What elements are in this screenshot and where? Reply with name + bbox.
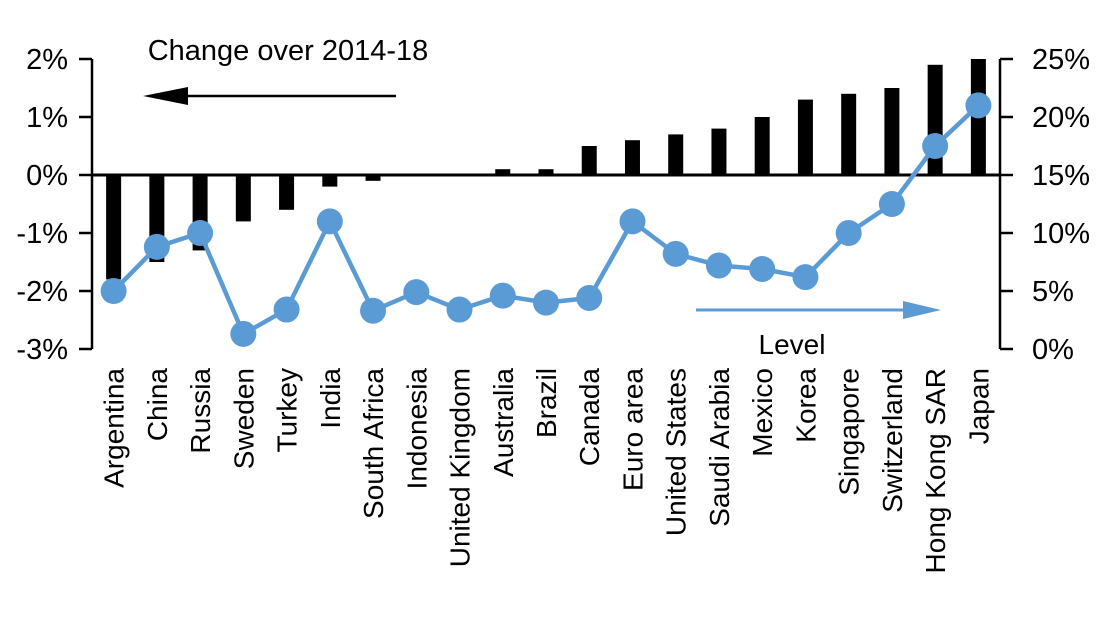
bar-south-africa	[365, 175, 381, 181]
marker-japan	[965, 92, 992, 119]
bar-korea	[797, 99, 813, 175]
category-label-south-africa: South Africa	[358, 368, 389, 519]
marker-indonesia	[403, 279, 430, 306]
left-axis-tick-label: -2%	[16, 276, 68, 308]
bar-india	[322, 175, 338, 187]
marker-russia	[187, 220, 214, 246]
category-label-canada: Canada	[574, 368, 605, 467]
category-label-korea: Korea	[790, 368, 821, 443]
category-label-indonesia: Indonesia	[401, 368, 432, 490]
bar-mexico	[754, 117, 770, 175]
bar-turkey	[279, 175, 295, 210]
marker-mexico	[749, 255, 776, 282]
marker-australia	[489, 282, 516, 309]
right-axis-tick-label: 25%	[1032, 44, 1090, 76]
category-label-singapore: Singapore	[834, 368, 865, 496]
marker-singapore	[835, 220, 862, 246]
axes-layer: 2% 1% 0% -1% -2% -3% 25% 20% 15% 10% 5% 0%	[16, 44, 1090, 366]
category-label-hong-kong-sar: Hong Kong SAR	[920, 368, 951, 573]
bar-singapore	[841, 93, 857, 175]
category-label-china: China	[142, 368, 173, 442]
category-label-brazil: Brazil	[531, 368, 562, 438]
left-axis-tick-label: 1%	[26, 102, 68, 134]
left-axis-tick-label: -1%	[16, 218, 68, 250]
line-series-layer	[100, 92, 992, 347]
left-arrow-icon	[143, 87, 396, 105]
bar-saudi-arabia	[711, 128, 727, 175]
marker-brazil	[533, 289, 559, 316]
marker-sweden	[230, 320, 257, 347]
left-arrow-head	[143, 87, 188, 105]
marker-china	[143, 233, 170, 260]
marker-turkey	[273, 296, 300, 323]
left-axis-tick-label: 0%	[26, 160, 68, 192]
bar-united-states	[668, 134, 684, 175]
category-label-switzerland: Switzerland	[877, 368, 908, 513]
bar-series-layer	[106, 59, 986, 280]
marker-saudi-arabia	[705, 252, 732, 279]
category-label-euro-area: Euro area	[617, 368, 648, 491]
bar-euro-area	[624, 140, 640, 175]
bar-sweden	[235, 175, 251, 222]
bar-brazil	[538, 169, 554, 175]
category-label-india: India	[315, 368, 346, 429]
category-label-argentina: Argentina	[99, 368, 130, 488]
marker-united-states	[662, 240, 689, 267]
bar-switzerland	[884, 88, 900, 175]
right-arrow-head	[903, 301, 941, 319]
bar-canada	[581, 146, 597, 175]
marker-hong-kong-sar	[922, 133, 949, 159]
left-axis-tick-label: -3%	[16, 334, 68, 366]
category-label-united-kingdom: United Kingdom	[445, 368, 476, 567]
category-label-sweden: Sweden	[228, 368, 259, 469]
bar-australia	[495, 169, 511, 175]
marker-canada	[576, 284, 603, 311]
bar-argentina	[106, 175, 122, 280]
right-axis-tick-label: 20%	[1032, 102, 1090, 134]
category-label-united-states: United States	[661, 368, 692, 536]
category-label-russia: Russia	[185, 368, 216, 454]
marker-india	[316, 208, 343, 235]
category-label-australia: Australia	[488, 368, 519, 477]
right-axis-tick-label: 0%	[1032, 334, 1074, 366]
right-arrow-icon	[696, 301, 941, 319]
marker-united-kingdom	[446, 296, 473, 323]
right-axis-tick-label: 5%	[1032, 276, 1074, 308]
category-labels-layer: Argentina China Russia Sweden Turkey India Sou…	[99, 368, 995, 574]
marker-south-africa	[360, 297, 387, 324]
right-axis-tick-label: 10%	[1032, 218, 1090, 250]
marker-korea	[792, 264, 819, 291]
left-axis-tick-label: 2%	[26, 44, 68, 76]
category-label-mexico: Mexico	[747, 368, 778, 457]
line-series-label: Level	[759, 329, 826, 360]
marker-euro-area	[619, 208, 646, 235]
category-label-turkey: Turkey	[272, 368, 303, 453]
marker-switzerland	[878, 191, 905, 217]
category-label-saudi-arabia: Saudi Arabia	[704, 368, 735, 527]
right-axis-tick-label: 15%	[1032, 160, 1090, 192]
bar-series-label: Change over 2014-18	[148, 35, 429, 67]
marker-argentina	[100, 278, 127, 304]
category-label-japan: Japan	[963, 368, 994, 444]
